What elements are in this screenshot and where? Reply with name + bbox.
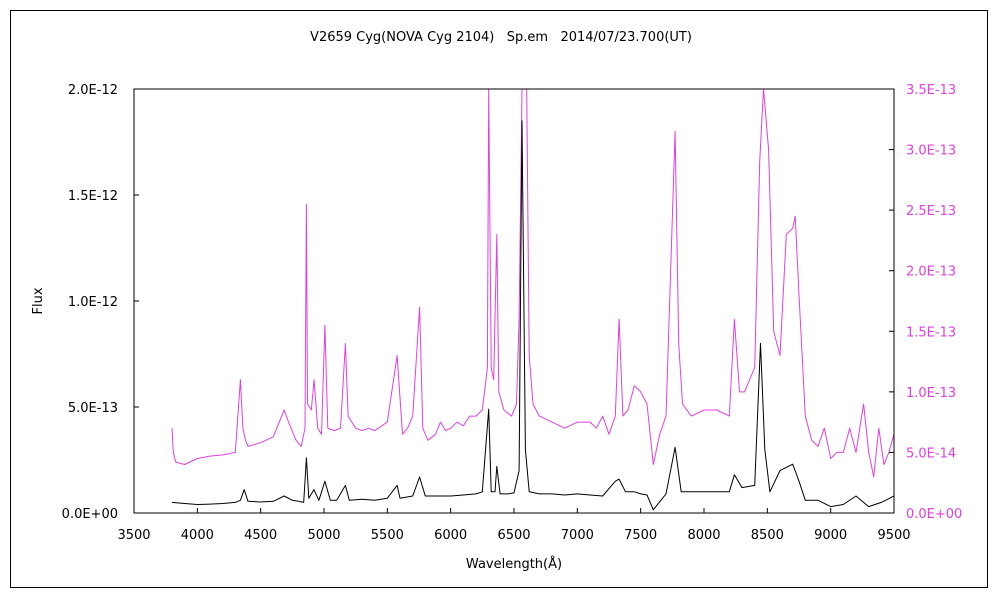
- x-tick-label: 6000: [434, 528, 467, 543]
- x-tick-label: 8500: [751, 528, 784, 543]
- chart-frame: V2659 Cyg(NOVA Cyg 2104) Sp.em 2014/07/2…: [10, 10, 988, 588]
- left-tick-label: 1.0E-12: [68, 295, 118, 310]
- spectrum-chart: V2659 Cyg(NOVA Cyg 2104) Sp.em 2014/07/2…: [31, 30, 962, 572]
- x-tick-label: 5000: [307, 528, 340, 543]
- right-tick-label: 2.0E-13: [906, 265, 956, 280]
- right-tick-label: 1.0E-13: [906, 386, 956, 401]
- x-tick-label: 7500: [624, 528, 657, 543]
- left-tick-label: 5.0E-13: [68, 401, 118, 416]
- y-axis-label: Flux: [31, 287, 46, 314]
- left-tick-label: 0.0E+00: [62, 507, 118, 522]
- right-tick-label: 0.0E+00: [906, 507, 962, 522]
- right-tick-label: 2.5E-13: [906, 204, 956, 219]
- right-tick-label: 1.5E-13: [906, 325, 956, 340]
- right-tick-label: 3.0E-13: [906, 144, 956, 159]
- x-tick-label: 9500: [877, 528, 910, 543]
- left-tick-label: 1.5E-12: [68, 189, 118, 204]
- left-tick-label: 2.0E-12: [68, 83, 118, 98]
- x-tick-label: 5500: [371, 528, 404, 543]
- x-tick-label: 3500: [117, 528, 150, 543]
- x-tick-label: 4500: [244, 528, 277, 543]
- plot-border: [133, 88, 895, 514]
- series-line-left-axis: [171, 120, 894, 511]
- x-tick-label: 8000: [687, 528, 720, 543]
- right-tick-label: 3.5E-13: [906, 83, 956, 98]
- right-tick-label: 5.0E-14: [906, 446, 956, 461]
- x-tick-label: 6500: [497, 528, 530, 543]
- series-line-right-axis: [171, 89, 894, 478]
- x-tick-label: 4000: [181, 528, 214, 543]
- x-tick-label: 7000: [561, 528, 594, 543]
- x-tick-label: 9000: [814, 528, 847, 543]
- x-axis-label: Wavelength(Å): [466, 556, 562, 572]
- chart-title: V2659 Cyg(NOVA Cyg 2104) Sp.em 2014/07/2…: [310, 30, 692, 45]
